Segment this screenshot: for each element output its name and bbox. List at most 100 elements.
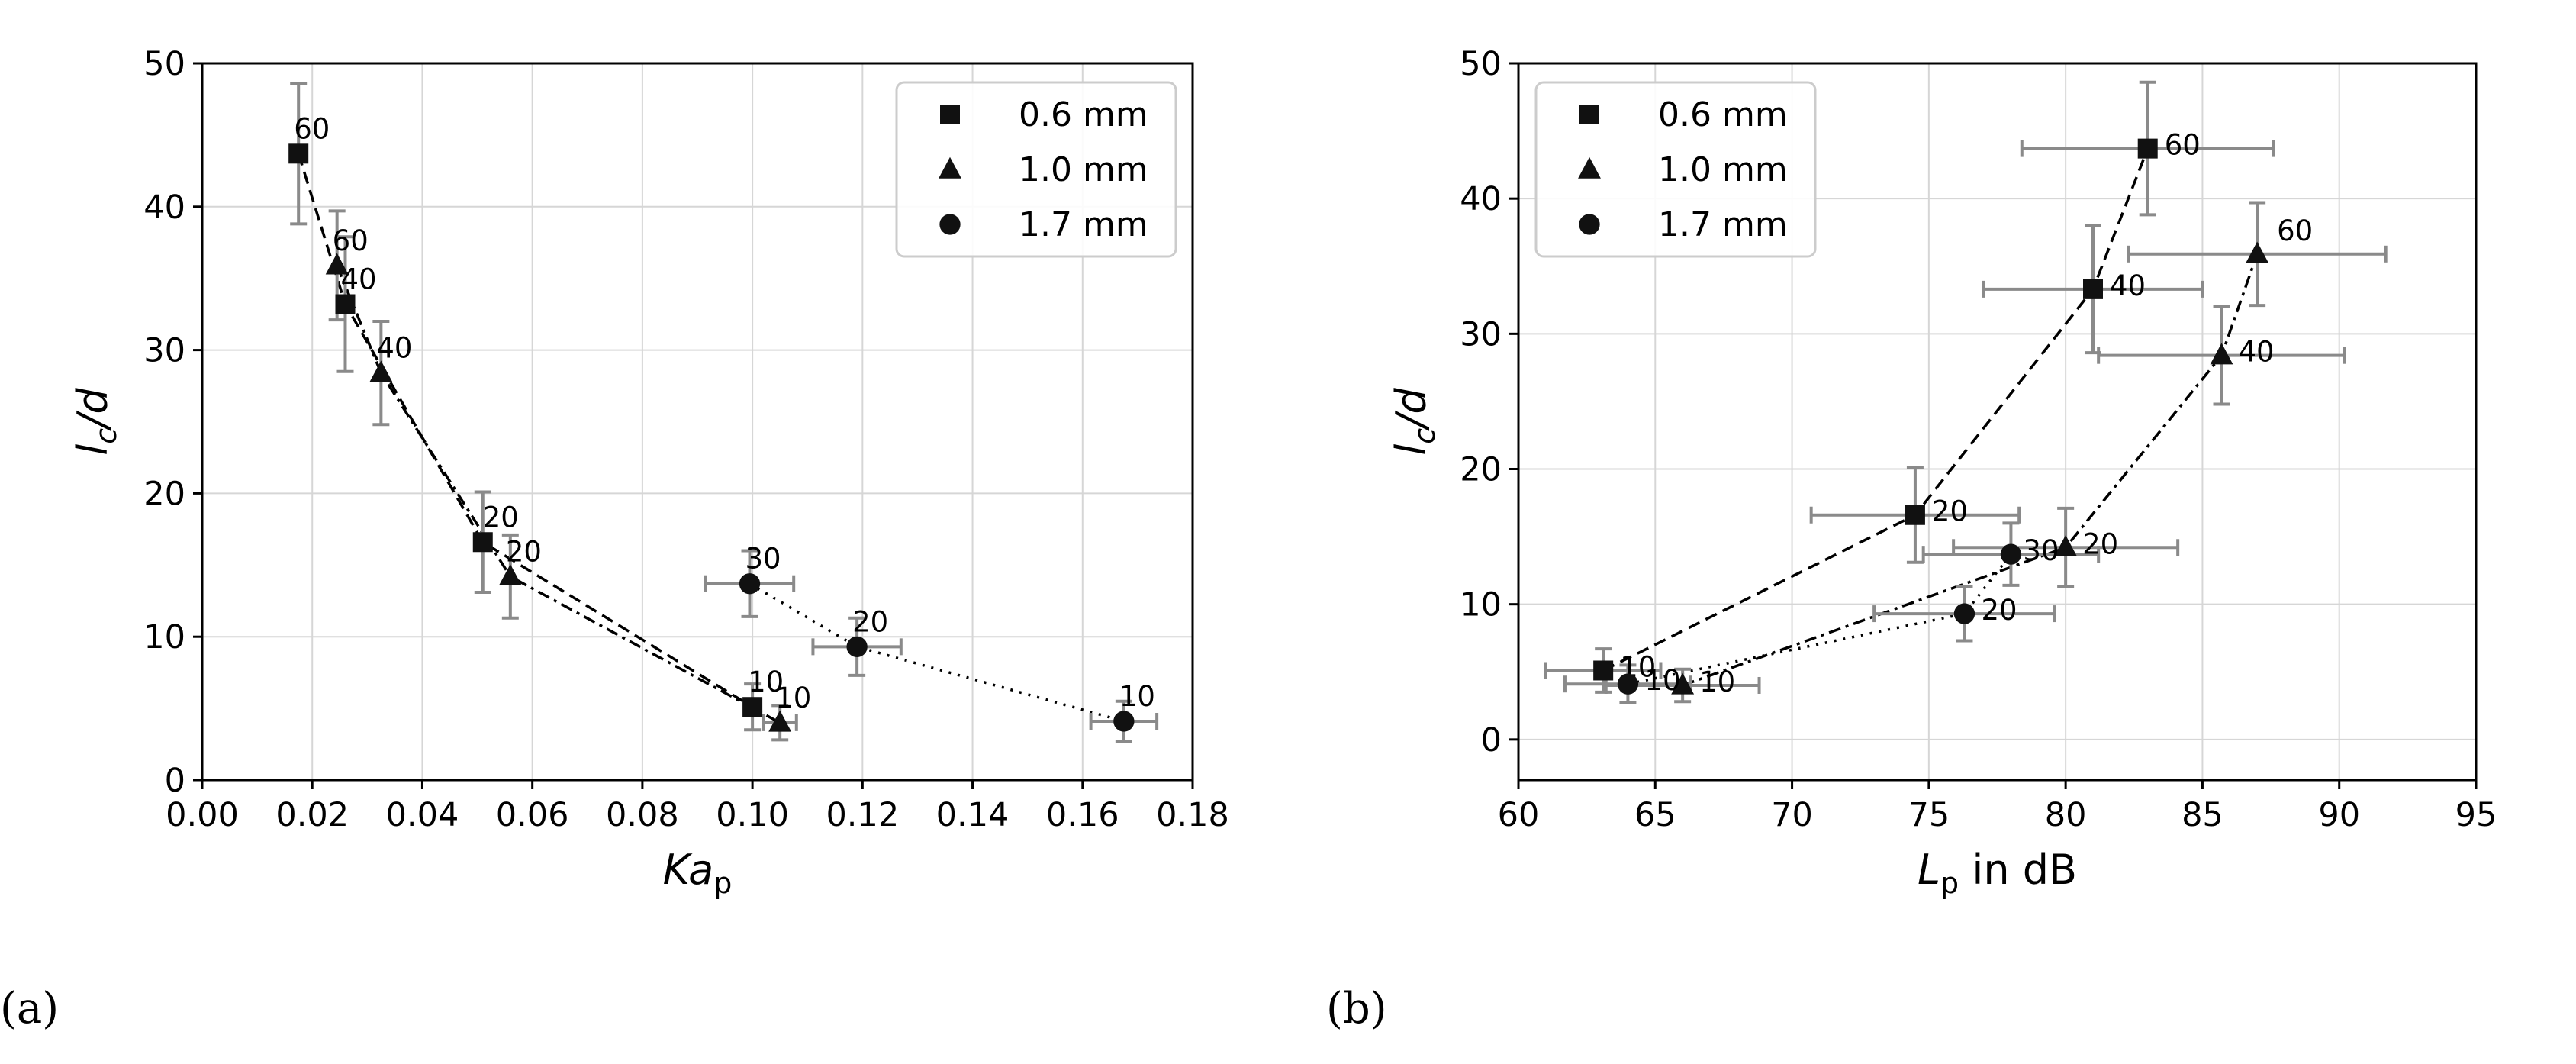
x-tick-label: 65 (1634, 796, 1676, 834)
data-point-circle (1113, 711, 1135, 732)
square-icon (940, 105, 960, 124)
panel-label-a: (a) (0, 984, 59, 1033)
data-label: 60 (2165, 129, 2201, 162)
data-point-circle (1617, 673, 1639, 695)
x-tick-label: 0.04 (386, 796, 459, 834)
data-label: 20 (852, 605, 888, 638)
x-tick-label: 95 (2455, 796, 2497, 834)
data-point-square (742, 697, 763, 717)
legend: 0.6 mm 1.0 mm 1.7 mm (1534, 81, 1817, 258)
legend-label: 1.0 mm (1019, 150, 1148, 189)
x-tick-label: 0.06 (496, 796, 569, 834)
legend-label: 0.6 mm (1019, 95, 1148, 134)
y-tick-label: 40 (1460, 180, 1502, 218)
x-tick-label: 80 (2045, 796, 2087, 834)
series-line-1.0mm (336, 265, 781, 724)
data-label: 20 (1932, 495, 1968, 528)
chart-panel-a: 0.00 0.02 0.04 0.06 0.08 0.10 0.12 0.14 0.16 0.18… (69, 45, 1229, 900)
x-axis-label: Lp in dB (1918, 846, 2077, 900)
data-point-circle (739, 573, 761, 595)
data-label: 30 (745, 543, 781, 576)
data-point-triangle (498, 564, 522, 586)
data-point-square (2083, 279, 2103, 299)
data-point-triangle (369, 360, 393, 382)
data-point-triangle (2054, 535, 2078, 556)
data-label: 40 (2110, 269, 2146, 302)
data-point-circle (846, 636, 868, 657)
data-point-triangle (2210, 343, 2233, 365)
x-tick-label: 0.12 (826, 796, 899, 834)
chart-panel-b: 60 65 70 75 80 85 90 95 0 10 20 30 40 50 Lp in dB lc/d 1… (1387, 45, 2497, 900)
data-label: 60 (333, 224, 369, 257)
data-label: 10 (1699, 666, 1735, 698)
panel-label-b: (b) (1326, 984, 1387, 1033)
data-label: 40 (2239, 336, 2275, 369)
data-point-triangle (768, 710, 792, 732)
data-point-square (472, 532, 493, 553)
x-tick-label: 75 (1908, 796, 1950, 834)
data-point-square (335, 294, 356, 314)
data-label: 20 (506, 535, 542, 568)
series-line-1.7mm (1628, 553, 2012, 685)
data-label: 40 (376, 332, 412, 365)
x-tick-label: 85 (2182, 796, 2223, 834)
data-label: 60 (294, 112, 330, 145)
y-tick-label: 20 (1460, 451, 1502, 489)
y-tick-label: 30 (143, 332, 185, 370)
legend-label: 1.7 mm (1019, 205, 1148, 244)
plot-frame (1517, 62, 2478, 782)
series-line-1.0mm (1682, 253, 2259, 687)
data-point-square (1905, 505, 1925, 525)
x-tick-label: 60 (1498, 796, 1540, 834)
triangle-icon (1578, 156, 1601, 179)
y-tick-label: 0 (165, 762, 185, 800)
x-tick-label: 0.10 (716, 796, 789, 834)
legend: 0.6 mm 1.0 mm 1.7 mm (895, 81, 1177, 258)
y-tick-label: 0 (1481, 721, 1502, 759)
data-label: 20 (2082, 527, 2118, 560)
x-tick-label: 0.16 (1046, 796, 1119, 834)
data-label: 40 (340, 263, 376, 296)
y-tick-label: 30 (1460, 315, 1502, 353)
circle-icon (1579, 214, 1600, 235)
y-tick-label: 50 (143, 45, 185, 83)
x-tick-label: 0.18 (1156, 796, 1229, 834)
x-tick-label: 0.00 (166, 796, 239, 834)
legend-box (1534, 81, 1817, 258)
legend-box (895, 81, 1177, 258)
data-point-square (1593, 660, 1614, 681)
circle-icon (939, 214, 961, 235)
data-point-triangle (325, 253, 349, 275)
data-label: 10 (1119, 680, 1155, 713)
x-tick-label: 0.14 (936, 796, 1009, 834)
data-label: 10 (748, 666, 784, 698)
legend-label: 1.0 mm (1658, 150, 1788, 189)
x-tick-label: 90 (2318, 796, 2360, 834)
data-label: 20 (483, 501, 519, 534)
x-axis-label: Kap (663, 846, 733, 900)
data-label: 10 (775, 682, 811, 714)
legend-label: 0.6 mm (1658, 95, 1788, 134)
legend-label: 1.7 mm (1658, 205, 1788, 244)
data-point-square (2137, 138, 2158, 159)
data-label: 30 (2023, 534, 2059, 567)
plot-frame (201, 62, 1194, 782)
data-point-triangle (1671, 672, 1695, 695)
data-label: 10 (1644, 664, 1680, 697)
y-tick-label: 10 (143, 618, 185, 656)
y-tick-label: 20 (143, 475, 185, 513)
x-tick-label: 70 (1771, 796, 1813, 834)
data-point-square (288, 143, 309, 164)
data-point-triangle (2246, 241, 2269, 263)
x-tick-label: 0.08 (606, 796, 679, 834)
y-tick-label: 10 (1460, 586, 1502, 624)
y-axis-label: lc/d (1387, 388, 1441, 456)
data-point-circle (2000, 543, 2022, 565)
y-axis-label: lc/d (69, 388, 123, 456)
data-label: 60 (2277, 214, 2313, 247)
triangle-icon (939, 156, 961, 179)
series-line-0.6mm (1602, 147, 2149, 672)
y-tick-label: 50 (1460, 45, 1502, 83)
x-tick-label: 0.02 (275, 796, 349, 834)
